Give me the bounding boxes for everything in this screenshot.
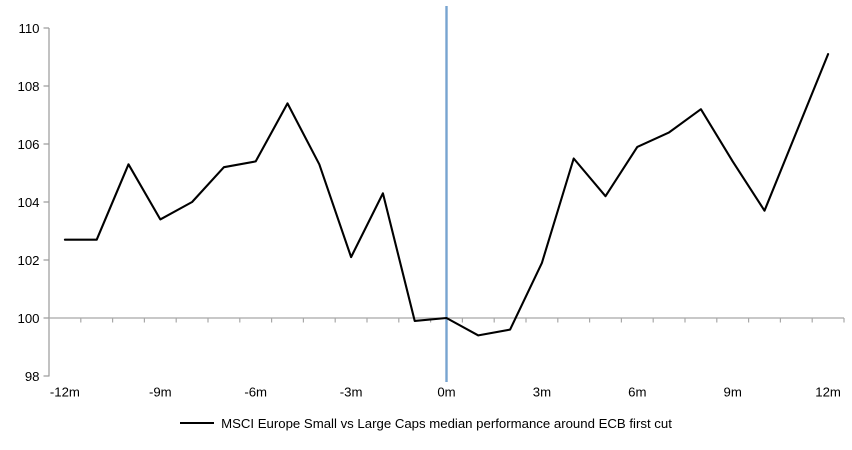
y-axis-tick-label: 104 [17, 195, 39, 210]
x-axis-tick-label: 6m [628, 385, 646, 400]
x-axis-tick-label: -9m [149, 385, 172, 400]
x-axis-tick-label: -12m [50, 385, 80, 400]
x-axis-tick-label: 3m [533, 385, 551, 400]
x-axis-tick-label: 12m [815, 385, 841, 400]
x-axis-tick-label: -6m [244, 385, 267, 400]
legend: MSCI Europe Small vs Large Caps median p… [0, 414, 852, 432]
y-axis-tick-label: 102 [17, 253, 39, 268]
y-axis-tick-label: 108 [17, 79, 39, 94]
y-axis-tick-label: 110 [18, 21, 39, 36]
legend-line-swatch [180, 422, 215, 424]
y-axis-tick-label: 100 [17, 311, 39, 326]
y-axis-tick-label: 106 [17, 137, 39, 152]
series-line [63, 53, 830, 337]
legend-label: MSCI Europe Small vs Large Caps median p… [221, 415, 672, 431]
x-axis-tick-label: -3m [340, 385, 363, 400]
x-axis-tick-label: 9m [724, 385, 742, 400]
y-axis-tick-label: 98 [25, 369, 40, 384]
x-axis-tick-label: 0m [437, 385, 455, 400]
